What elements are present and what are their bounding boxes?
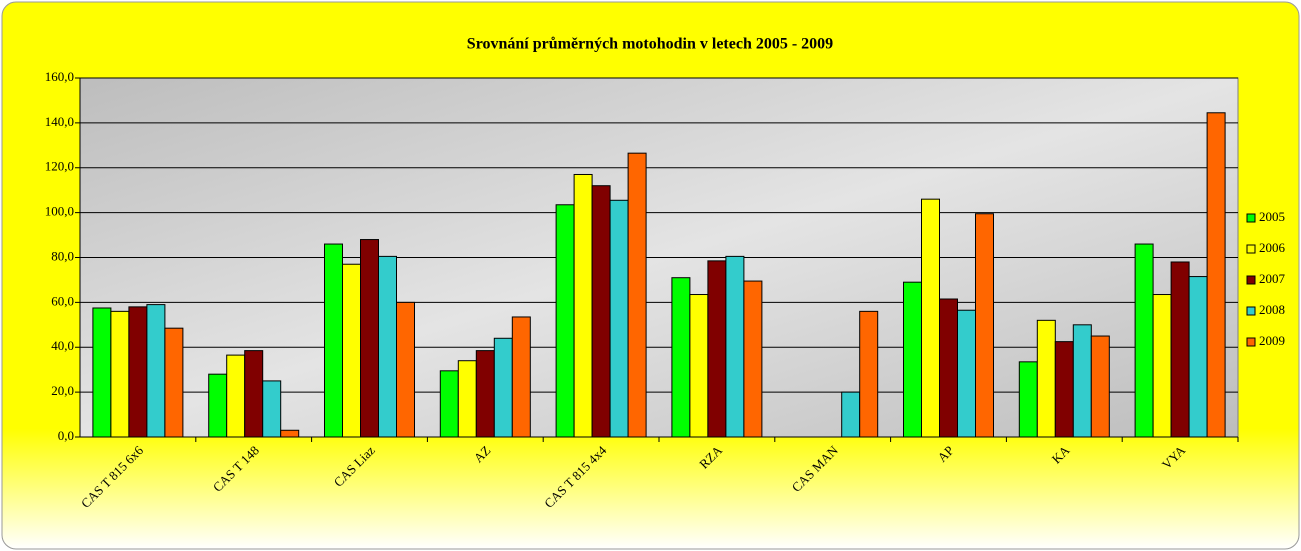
legend-swatch	[1246, 275, 1256, 285]
bar	[110, 310, 130, 438]
legend-label: 2005	[1259, 209, 1285, 224]
bar	[573, 173, 593, 438]
legend-swatch	[1246, 213, 1256, 223]
bar	[1036, 319, 1056, 438]
bar	[1152, 294, 1172, 438]
bar	[555, 204, 575, 438]
y-tick-label: 20,0	[51, 383, 74, 398]
bar	[975, 213, 994, 438]
bar	[1188, 276, 1208, 438]
bar	[1090, 335, 1110, 438]
bar	[725, 255, 745, 438]
bar	[208, 373, 228, 438]
bar	[903, 281, 922, 438]
y-tick-label: 0,0	[58, 428, 74, 443]
bar	[627, 152, 647, 438]
y-tick-label: 120,0	[45, 159, 74, 174]
bar	[146, 304, 166, 438]
bar	[957, 309, 976, 438]
legend-swatch	[1246, 337, 1256, 347]
legend-swatch	[1246, 306, 1256, 316]
bar	[378, 255, 397, 438]
y-tick-label: 80,0	[51, 248, 74, 263]
bar	[511, 316, 531, 438]
bar	[342, 263, 361, 438]
bar	[164, 327, 184, 438]
bar	[689, 294, 709, 438]
legend-swatch	[1246, 244, 1256, 254]
bar	[128, 306, 148, 438]
bar	[841, 391, 861, 438]
bar	[1170, 261, 1190, 438]
legend-label: 2008	[1259, 302, 1285, 317]
bar	[439, 370, 459, 438]
bar	[244, 350, 264, 438]
y-tick-label: 160,0	[45, 69, 74, 84]
bar	[1054, 341, 1074, 438]
y-tick-label: 60,0	[51, 293, 74, 308]
bar	[707, 260, 727, 438]
bar	[1134, 243, 1154, 438]
bar	[1018, 361, 1038, 438]
bar	[921, 198, 940, 438]
bar	[493, 337, 513, 438]
bar	[671, 277, 691, 438]
bar	[1206, 112, 1226, 438]
bar	[360, 239, 379, 438]
bar	[859, 310, 879, 438]
bar	[92, 307, 112, 438]
y-tick-label: 140,0	[45, 114, 74, 129]
bar	[939, 298, 958, 438]
bar	[324, 243, 343, 438]
bar	[280, 429, 300, 438]
y-tick-label: 100,0	[45, 204, 74, 219]
chart-title: Srovnání průměrných motohodin v letech 2…	[467, 36, 833, 53]
bar	[475, 350, 495, 438]
legend-label: 2006	[1259, 240, 1286, 255]
bar	[226, 354, 246, 438]
legend-label: 2007	[1259, 271, 1286, 286]
bar	[396, 301, 415, 438]
bar	[609, 199, 629, 438]
bar	[262, 380, 282, 438]
bar	[591, 185, 611, 438]
bar	[743, 280, 763, 438]
bar	[1072, 324, 1092, 438]
legend-label: 2009	[1259, 333, 1285, 348]
y-tick-label: 40,0	[51, 338, 74, 353]
bar	[457, 360, 477, 438]
